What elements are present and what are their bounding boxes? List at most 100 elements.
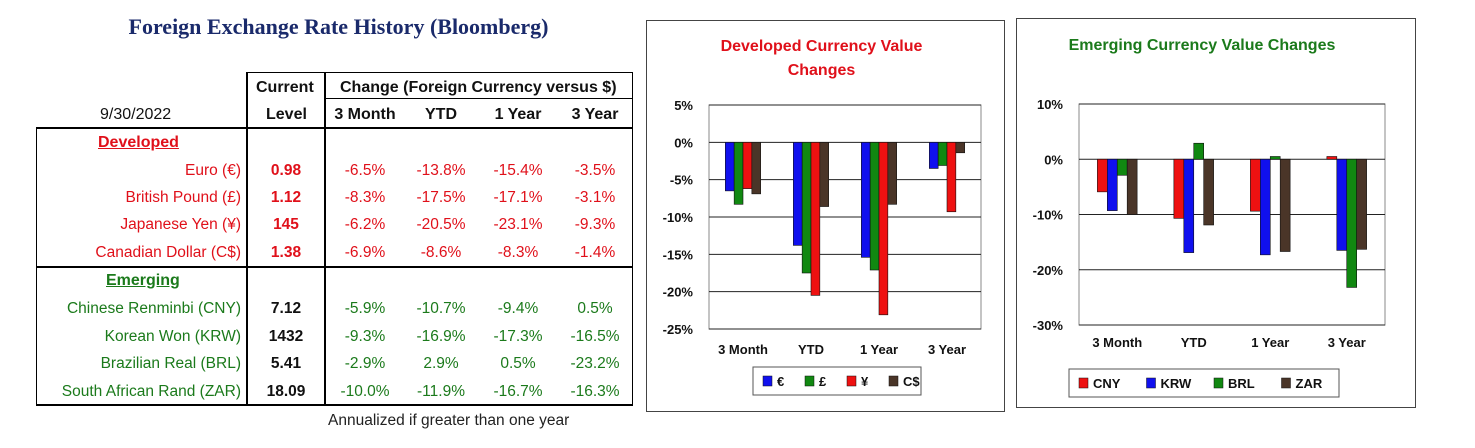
table-bottom-border	[36, 404, 633, 406]
legend-swatch	[1281, 377, 1291, 389]
page-title: Foreign Exchange Rate History (Bloomberg…	[128, 14, 549, 39]
change-value: -10.7%	[416, 300, 466, 317]
bar-C$	[819, 142, 829, 207]
y-tick-label: -20%	[1033, 263, 1064, 278]
bar-ZAR	[1126, 158, 1138, 215]
y-tick-label: 10%	[1037, 97, 1063, 112]
bar-€	[793, 142, 803, 246]
current-level: 1.38	[270, 244, 302, 261]
chart-legend	[1068, 368, 1340, 398]
legend-swatch	[1213, 377, 1224, 389]
legend-swatch	[762, 375, 773, 387]
bar-ZAR	[1203, 158, 1214, 226]
bar-£	[801, 142, 812, 274]
bar-C$	[751, 142, 761, 195]
y-tick-label: -5%	[670, 173, 694, 188]
x-tick-label: 3 Month	[1092, 335, 1142, 350]
x-tick-label: YTD	[798, 342, 824, 357]
legend-swatch	[804, 375, 815, 387]
legend-swatch	[846, 375, 857, 387]
legend-swatch	[1078, 377, 1089, 389]
legend-label: £	[819, 374, 827, 389]
bar-CNY	[1326, 156, 1338, 160]
change-header-rule	[325, 98, 633, 99]
x-tick-label: 3 Year	[1328, 335, 1366, 350]
current-level: 1432	[268, 328, 304, 345]
currency-name: Brazilian Real (BRL)	[100, 355, 241, 372]
bar-C$	[887, 142, 897, 205]
developed-currency-chart: Developed Currency Value Changes 5% 0% -5% -1…	[663, 38, 982, 396]
period-header: 3 Month	[334, 106, 396, 123]
change-value: -9.4%	[497, 300, 539, 317]
x-tick-label: 1 Year	[1251, 335, 1289, 350]
change-value: -23.2%	[570, 355, 620, 372]
chart-title: Emerging Currency Value Changes	[1069, 37, 1336, 54]
change-value: -2.9%	[344, 355, 386, 372]
chart-title: Developed Currency Value	[721, 38, 923, 55]
y-tick-label: 5%	[674, 98, 693, 113]
change-value: -11.9%	[417, 383, 465, 400]
change-value: -23.1%	[493, 216, 543, 233]
current-level: 1.12	[270, 189, 302, 206]
bar-KRW	[1336, 158, 1348, 251]
change-value: -8.3%	[344, 189, 386, 206]
legend-label: BRL	[1228, 376, 1255, 391]
bar-¥	[742, 142, 753, 189]
currency-name: Japanese Yen (¥)	[120, 216, 241, 233]
table-left-border	[36, 127, 37, 406]
currency-name: South African Rand (ZAR)	[61, 383, 241, 400]
y-tick-label: -10%	[1033, 208, 1064, 223]
change-value: -6.2%	[344, 216, 386, 233]
change-value: -6.5%	[344, 162, 386, 179]
y-tick-label: 0%	[1044, 152, 1063, 167]
currency-name: Korean Won (KRW)	[104, 328, 241, 345]
emerging-chart-panel: Emerging Currency Value Changes 10% 0% -10%…	[1016, 18, 1416, 408]
change-value: -8.6%	[420, 244, 462, 261]
emerging-currency-chart: Emerging Currency Value Changes 10% 0% -10%…	[1033, 37, 1386, 398]
bar-CNY	[1250, 158, 1261, 212]
legend-label: ZAR	[1296, 376, 1323, 391]
developed-chart-panel: Developed Currency Value Changes 5% 0% -5% -1…	[646, 20, 1005, 412]
current-level: 18.09	[266, 383, 306, 400]
bar-CNY	[1173, 158, 1185, 219]
y-tick-label: -25%	[663, 322, 694, 337]
bar-£	[733, 142, 744, 205]
change-value: -8.3%	[497, 244, 539, 261]
currency-name: Chinese Renminbi (CNY)	[66, 300, 241, 317]
table-right-border	[632, 72, 633, 406]
change-value: -13.8%	[416, 162, 466, 179]
change-value: -6.9%	[344, 244, 386, 261]
bar-KRW	[1107, 158, 1118, 211]
legend-label: ¥	[861, 374, 869, 389]
current-level: 145	[273, 216, 299, 233]
change-value: -17.1%	[493, 189, 543, 206]
x-tick-label: YTD	[1181, 335, 1207, 350]
y-tick-label: -20%	[663, 285, 694, 300]
table-footnote: Annualized if greater than one year	[328, 412, 570, 429]
header-top-rule	[246, 72, 633, 73]
change-value: -16.5%	[570, 328, 620, 345]
bar-BRL	[1269, 156, 1281, 160]
y-tick-label: 0%	[674, 135, 693, 150]
change-value: 0.5%	[577, 300, 613, 317]
bar-KRW	[1183, 158, 1195, 253]
bar-¥	[810, 142, 821, 296]
bar-€	[929, 142, 939, 169]
x-tick-label: 3 Year	[928, 342, 966, 357]
change-value: -20.5%	[416, 216, 466, 233]
bar-BRL	[1116, 158, 1128, 176]
name-column-divider	[246, 72, 248, 406]
change-value: -10.0%	[340, 383, 390, 400]
bar-€	[861, 142, 871, 258]
current-level: 0.98	[270, 162, 302, 179]
level-column-divider	[324, 72, 326, 406]
legend-swatch	[1146, 377, 1156, 389]
x-tick-label: 3 Month	[718, 342, 768, 357]
change-header: Change (Foreign Currency versus $)	[340, 79, 617, 96]
legend-label: KRW	[1161, 376, 1193, 391]
change-value: -17.3%	[493, 328, 543, 345]
developed-section-label: Developed	[98, 134, 179, 151]
bar-ZAR	[1356, 158, 1367, 250]
y-tick-label: -10%	[663, 210, 694, 225]
currency-name: Canadian Dollar (C$)	[95, 244, 241, 261]
